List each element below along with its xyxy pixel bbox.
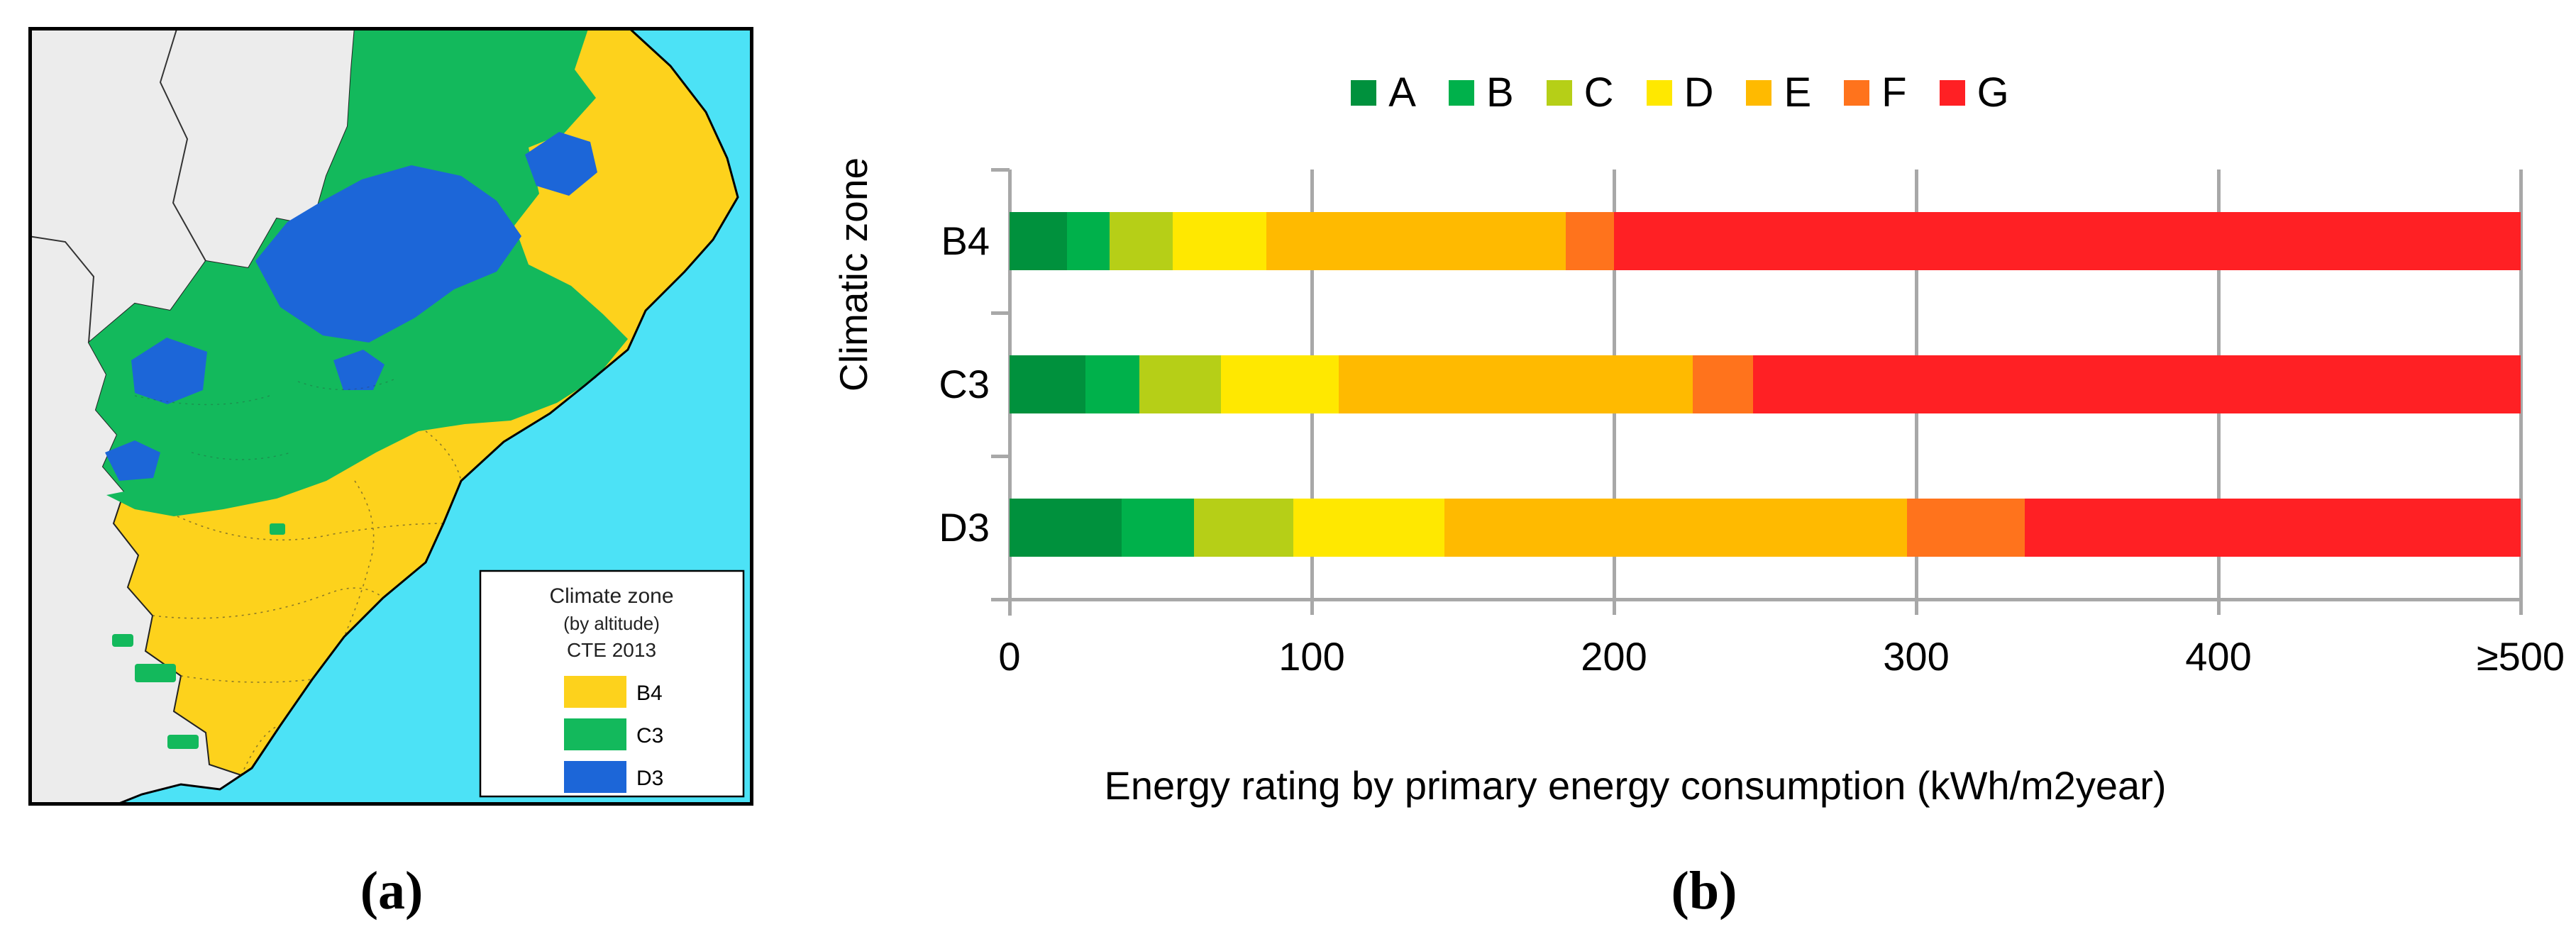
x-tick [1914, 599, 1918, 615]
legend-swatch-C [1546, 80, 1572, 106]
legend-label-E: E [1784, 70, 1812, 116]
bar-segment-C3-D [1221, 355, 1339, 413]
zone-c3-pocket [167, 735, 199, 749]
y-category-label: D3 [939, 505, 990, 550]
chart-legend: A B C D E F G [924, 67, 2436, 118]
bar-segment-B4-B [1066, 212, 1110, 270]
legend-swatch-B [1448, 80, 1474, 106]
legend-swatch-G [1939, 80, 1965, 106]
legend-swatch-E [1746, 80, 1772, 106]
zone-d3-region [333, 350, 385, 390]
legend-item-C: C [1546, 70, 1614, 116]
map-legend-label-d3: D3 [636, 767, 663, 790]
map-legend-code: CTE 2013 [567, 639, 656, 661]
panel-b-caption: (b) [1671, 861, 1737, 921]
legend-item-G: G [1939, 70, 2009, 116]
bar-segment-C3-C [1139, 355, 1222, 413]
x-tick-label: 100 [1278, 634, 1345, 679]
bar-segment-B4-C [1109, 212, 1173, 270]
y-category-label: B4 [941, 218, 990, 263]
climate-zone-map: Climate zone (by altitude) CTE 2013 B4 C… [28, 27, 753, 806]
y-category-label: C3 [939, 362, 990, 406]
legend-item-B: B [1448, 70, 1514, 116]
gridline [2519, 170, 2523, 599]
map-legend-label-b4: B4 [636, 682, 663, 705]
bar-segment-C3-F [1692, 355, 1753, 413]
legend-label-A: A [1388, 70, 1416, 116]
zone-c3-pocket [135, 664, 176, 682]
x-axis-title: Energy rating by primary energy consumpt… [1104, 763, 2167, 808]
legend-swatch-F [1844, 80, 1870, 106]
x-tick-label: 0 [998, 634, 1021, 679]
map-legend-subtitle: (by altitude) [563, 613, 660, 634]
zone-d3-region [255, 165, 521, 343]
map-legend-swatch-d3 [564, 761, 626, 793]
municipal-boundaries [152, 430, 462, 776]
y-tick [991, 597, 1010, 601]
legend-label-F: F [1881, 70, 1907, 116]
legend-label-C: C [1583, 70, 1614, 116]
bar-segment-D3-B [1121, 499, 1194, 557]
x-tick [1612, 599, 1616, 615]
map-legend: Climate zone (by altitude) CTE 2013 B4 C… [479, 569, 745, 798]
bar-segment-D3-G [2025, 499, 2521, 557]
zone-d3-region [525, 132, 597, 196]
map-legend-label-c3: C3 [636, 724, 663, 748]
y-tick [991, 167, 1010, 172]
legend-item-D: D [1646, 70, 1714, 116]
legend-label-D: D [1684, 70, 1714, 116]
municipal-boundaries [134, 377, 398, 460]
legend-item-E: E [1746, 72, 1811, 113]
bar-segment-B4-E [1266, 212, 1566, 270]
bar-segment-C3-E [1339, 355, 1693, 413]
bar-segment-B4-G [1614, 212, 2521, 270]
bar-segment-B4-F [1565, 212, 1614, 270]
x-axis-line [991, 597, 2521, 601]
x-tick-label: 400 [2185, 634, 2252, 679]
zone-d3-region [105, 440, 160, 481]
legend-label-G: G [1977, 70, 2009, 116]
bar-segment-B4-D [1173, 212, 1267, 270]
map-legend-swatch-b4 [564, 676, 626, 708]
map-frame [28, 27, 753, 806]
x-tick-label: ≥500 [2476, 634, 2565, 679]
legend-item-F: F [1844, 70, 1907, 116]
map-legend-title: Climate zone [549, 584, 673, 608]
bar-segment-D3-E [1444, 499, 1908, 557]
region-border-line [28, 235, 95, 343]
legend-swatch-A [1351, 80, 1377, 106]
region-border-line [159, 27, 206, 262]
coastline [113, 27, 739, 806]
legend-label-B: B [1486, 70, 1514, 116]
x-tick-label: 200 [1581, 634, 1647, 679]
x-tick [2519, 599, 2523, 615]
zone-c3-pocket [270, 523, 285, 535]
bar-segment-B4-A [1010, 212, 1067, 270]
legend-item-A: A [1351, 72, 1416, 113]
x-tick [1007, 599, 1012, 615]
bar-segment-D3-C [1193, 499, 1294, 557]
legend-swatch-D [1646, 80, 1672, 106]
bar-segment-D3-D [1293, 499, 1445, 557]
bar-segment-C3-A [1010, 355, 1085, 413]
zone-d3-region [131, 338, 207, 404]
panel-a-caption: (a) [360, 861, 424, 921]
bar-segment-D3-F [1907, 499, 2025, 557]
bar-segment-C3-G [1752, 355, 2521, 413]
bar-segment-D3-A [1010, 499, 1122, 557]
bar-segment-C3-B [1085, 355, 1140, 413]
x-tick-label: 300 [1883, 634, 1950, 679]
y-tick [991, 311, 1010, 315]
zone-c3-pocket [112, 634, 133, 647]
y-tick [991, 454, 1010, 458]
x-tick [1310, 599, 1314, 615]
x-tick [2216, 599, 2221, 615]
map-legend-swatch-c3 [564, 718, 626, 750]
